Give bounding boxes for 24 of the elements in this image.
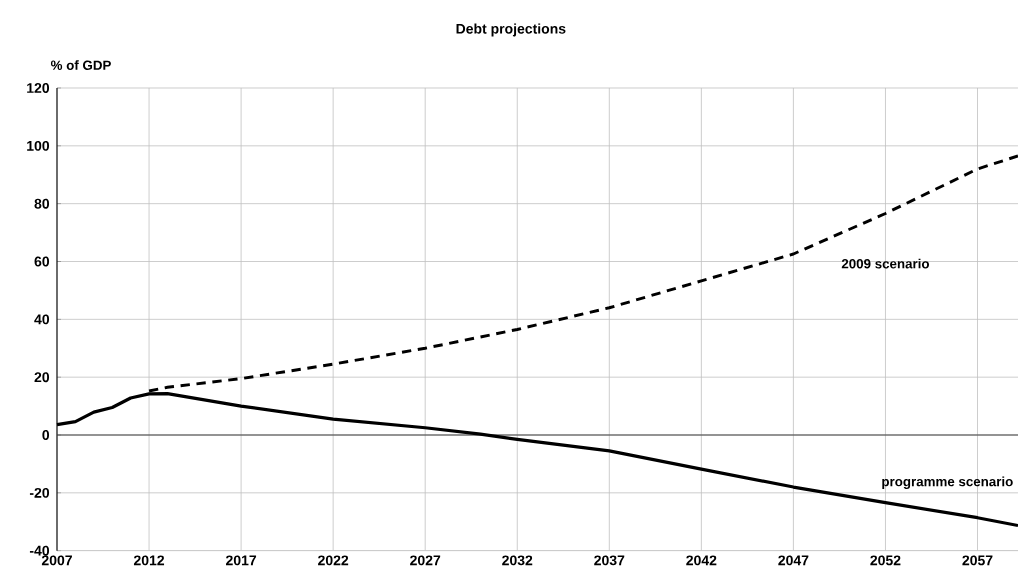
y-tick-label: 120 [27,83,50,93]
x-tick-label: 2022 [318,555,349,566]
y-tick-label: 80 [34,198,50,209]
y-tick-label: 20 [34,372,50,383]
y-tick-label: 40 [34,314,50,325]
y-tick-label: -40 [29,545,50,556]
series-label: 2009 scenario [841,258,930,269]
x-tick-label: 2057 [962,555,993,566]
x-tick-label: 2027 [410,555,441,566]
x-tick-label: 2032 [502,555,533,566]
x-tick-label: 2037 [594,555,625,566]
chart-title: Debt projections [456,23,566,37]
x-tick-label: 2007 [41,555,72,566]
x-tick-label: 2012 [133,555,165,566]
y-tick-label: 100 [27,140,50,151]
y-tick-label: -20 [29,487,50,498]
y-tick-label: 0 [42,430,50,440]
x-tick-label: 2047 [778,555,809,566]
series-label: programme scenario [882,476,1013,489]
y-tick-label: 60 [34,256,50,267]
x-tick-label: 2017 [226,555,257,566]
x-tick-label: 2052 [870,555,901,566]
y-axis-title: % of GDP [50,60,111,70]
x-tick-label: 2042 [686,555,717,566]
